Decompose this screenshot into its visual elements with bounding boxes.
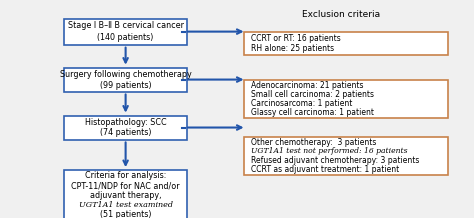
Text: (140 patients): (140 patients) (98, 33, 154, 42)
Text: CPT-11/NDP for NAC and/or: CPT-11/NDP for NAC and/or (71, 181, 180, 190)
Text: CCRT or RT: 16 patients: CCRT or RT: 16 patients (251, 34, 341, 43)
FancyBboxPatch shape (64, 170, 187, 218)
Text: Small cell carcinoma: 2 patients: Small cell carcinoma: 2 patients (251, 90, 374, 99)
Text: (51 patients): (51 patients) (100, 210, 151, 218)
FancyBboxPatch shape (244, 137, 448, 175)
Text: Stage Ⅰ B–Ⅱ B cervical cancer: Stage Ⅰ B–Ⅱ B cervical cancer (68, 21, 183, 30)
Text: Glassy cell carcinoma: 1 patient: Glassy cell carcinoma: 1 patient (251, 108, 374, 117)
Text: Other chemotherapy:  3 patients: Other chemotherapy: 3 patients (251, 138, 377, 147)
Text: Surgery following chemotherapy: Surgery following chemotherapy (60, 70, 191, 79)
Text: Criteria for analysis:: Criteria for analysis: (85, 171, 166, 181)
Text: Adenocarcinoma: 21 patients: Adenocarcinoma: 21 patients (251, 81, 364, 90)
FancyBboxPatch shape (64, 116, 187, 140)
Text: (74 patients): (74 patients) (100, 128, 151, 138)
FancyBboxPatch shape (64, 68, 187, 92)
Text: Histopathology: SCC: Histopathology: SCC (85, 118, 166, 127)
Text: Carcinosarcoma: 1 patient: Carcinosarcoma: 1 patient (251, 99, 353, 108)
Text: Refused adjuvant chemotherapy: 3 patients: Refused adjuvant chemotherapy: 3 patient… (251, 156, 419, 165)
Text: (99 patients): (99 patients) (100, 80, 151, 90)
Text: UGT1A1 test examined: UGT1A1 test examined (79, 201, 173, 209)
Text: UGT1A1 test not performed: 16 patients: UGT1A1 test not performed: 16 patients (251, 147, 408, 155)
Text: adjuvant therapy,: adjuvant therapy, (90, 191, 161, 200)
FancyBboxPatch shape (64, 19, 187, 45)
Text: RH alone: 25 patients: RH alone: 25 patients (251, 44, 334, 53)
FancyBboxPatch shape (244, 80, 448, 118)
FancyBboxPatch shape (244, 32, 448, 55)
Text: Exclusion criteria: Exclusion criteria (302, 10, 380, 19)
Text: CCRT as adjuvant treatment: 1 patient: CCRT as adjuvant treatment: 1 patient (251, 165, 400, 174)
